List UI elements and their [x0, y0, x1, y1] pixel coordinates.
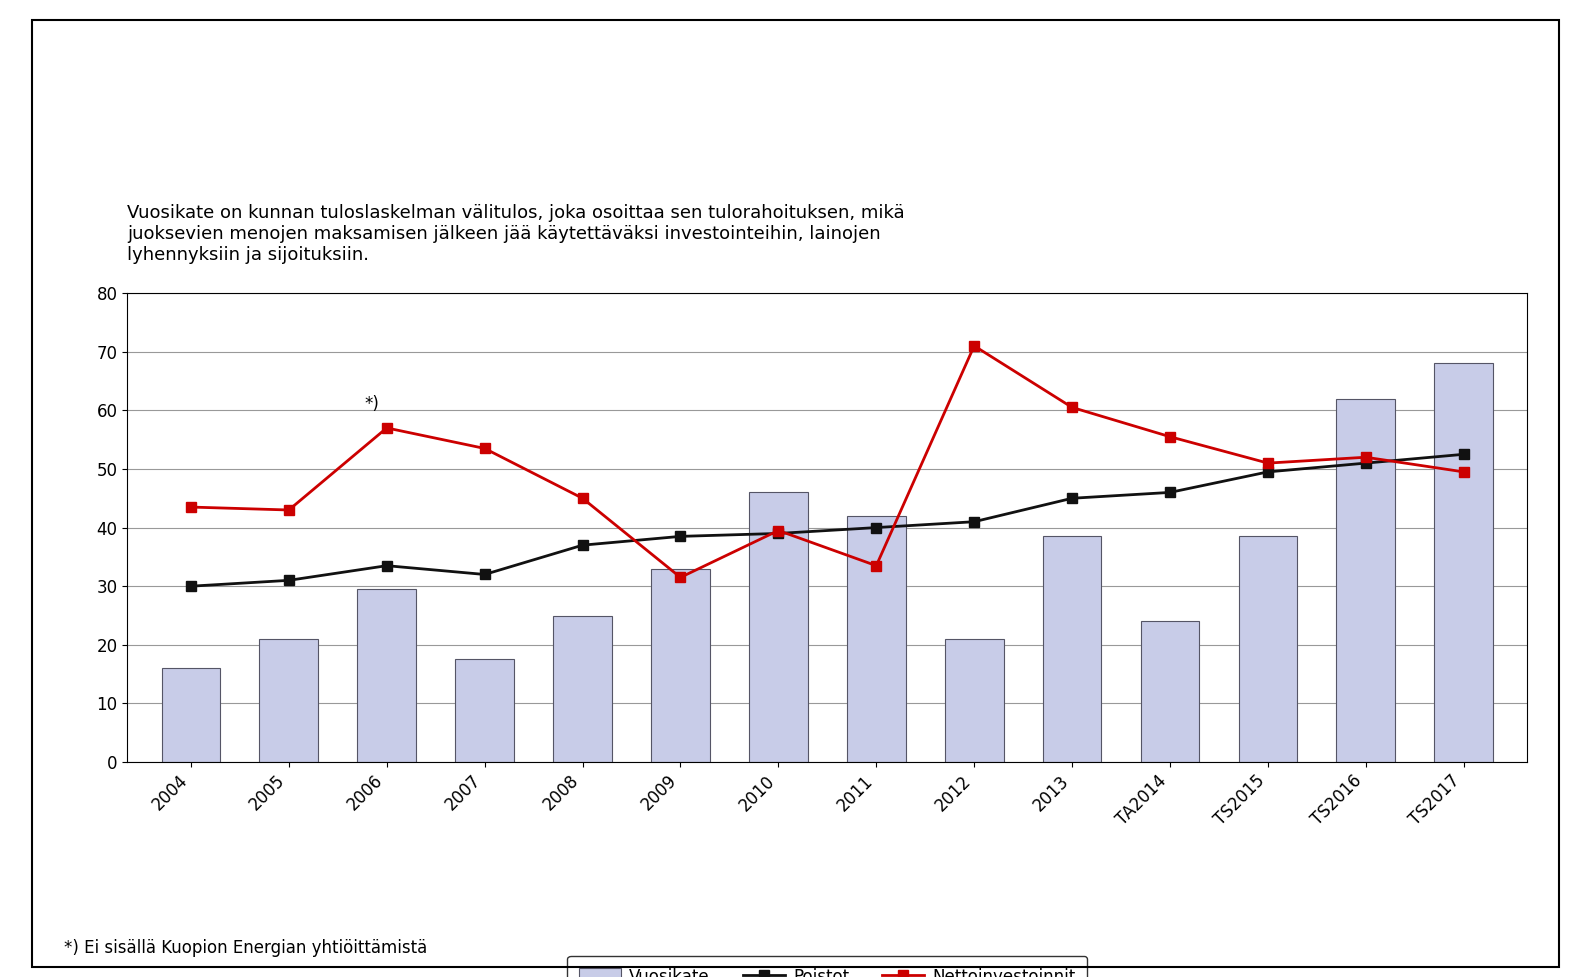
Bar: [1238, 536, 1297, 762]
Bar: [259, 639, 318, 762]
Bar: [846, 516, 905, 762]
Text: *) Ei sisällä Kuopion Energian yhtiöittämistä: *) Ei sisällä Kuopion Energian yhtiöittä…: [64, 940, 426, 957]
Bar: [749, 492, 808, 762]
Bar: [162, 668, 220, 762]
Bar: [1435, 363, 1492, 762]
Bar: [455, 659, 514, 762]
Bar: [1141, 621, 1200, 762]
Text: *): *): [364, 396, 380, 413]
Bar: [651, 569, 710, 762]
Bar: [1336, 399, 1395, 762]
Legend: Vuosikate, Poistot, Nettoinvestoinnit: Vuosikate, Poistot, Nettoinvestoinnit: [568, 956, 1087, 977]
Text: Vuosikate on kunnan tuloslaskelman välitulos, joka osoittaa sen tulorahoituksen,: Vuosikate on kunnan tuloslaskelman välit…: [127, 204, 905, 264]
Bar: [358, 589, 417, 762]
Bar: [945, 639, 1004, 762]
Bar: [1042, 536, 1101, 762]
Bar: [554, 616, 613, 762]
